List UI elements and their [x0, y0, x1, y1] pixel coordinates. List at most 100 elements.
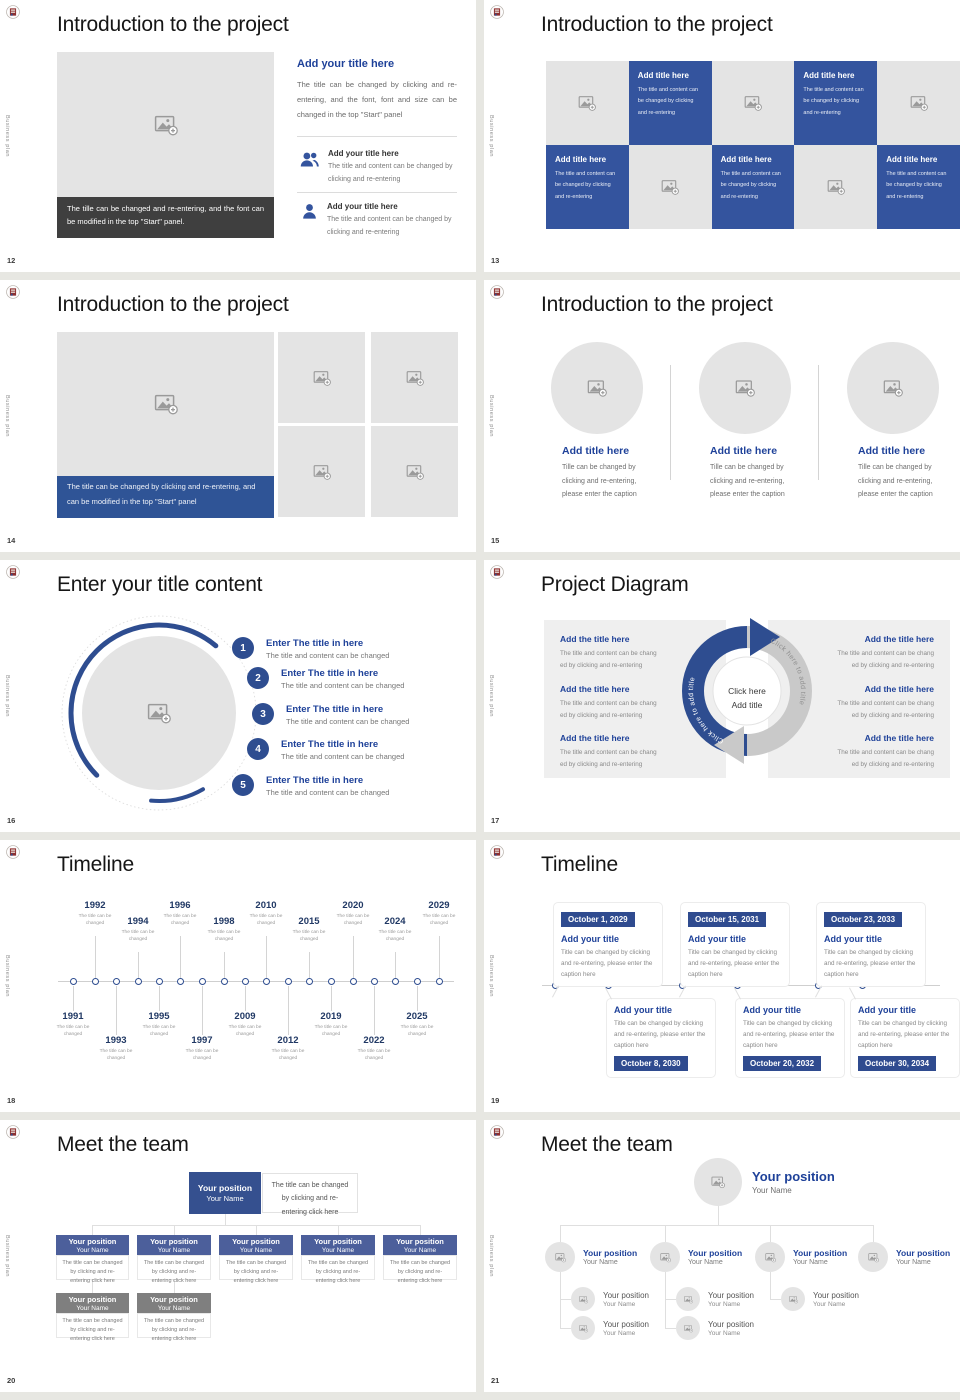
card-caption: Title can be changed by clicking and re-… — [614, 1020, 706, 1050]
org-caption: The title can be changed by clicking and… — [137, 1313, 211, 1342]
vertical-brand-label: Business plan — [4, 394, 10, 438]
image-placeholder[interactable] — [371, 426, 458, 517]
vertical-brand-label: Business plan — [488, 394, 494, 438]
timeline-node — [370, 978, 378, 985]
slide-title: Enter your title content — [57, 573, 263, 596]
image-placeholder[interactable] — [551, 342, 643, 434]
entry-caption: The title and content can be chang ed by… — [837, 699, 934, 719]
divider — [818, 365, 819, 480]
image-placeholder-icon — [587, 378, 607, 398]
card-caption: Title can be changed by clicking and re-… — [858, 1020, 950, 1050]
entry-caption: The title and content can be chang ed by… — [560, 650, 657, 670]
image-placeholder[interactable] — [628, 145, 712, 229]
photo-caption-blue: The title can be changed by clicking and… — [57, 476, 274, 518]
slide-title: Introduction to the project — [57, 293, 289, 316]
slide-12[interactable]: Business plan Introduction to the projec… — [0, 0, 476, 272]
slide-21[interactable]: Business plan Meet the team Your positio… — [484, 1120, 960, 1392]
avatar-placeholder[interactable] — [755, 1242, 785, 1272]
timeline-node — [349, 978, 357, 985]
slide-16[interactable]: Business plan Enter your title content 1… — [0, 560, 476, 832]
image-placeholder[interactable] — [278, 426, 365, 517]
cycle-center-label[interactable]: Click here Add title — [707, 684, 787, 713]
image-placeholder[interactable] — [877, 61, 960, 145]
image-placeholder[interactable] — [711, 61, 795, 145]
page-number: 20 — [7, 1376, 16, 1385]
university-logo-icon — [490, 285, 504, 299]
image-placeholder[interactable] — [57, 332, 274, 476]
image-placeholder[interactable] — [82, 636, 236, 790]
avatar-placeholder[interactable] — [676, 1287, 700, 1311]
avatar-placeholder[interactable] — [694, 1158, 742, 1206]
team-submember: Your position Your Name — [781, 1287, 859, 1311]
people-icon — [299, 149, 320, 170]
date-badge: October 23, 2033 — [824, 912, 903, 927]
entry-title: Add the title here — [864, 733, 934, 744]
image-placeholder-icon — [910, 94, 928, 112]
image-placeholder[interactable] — [278, 332, 365, 423]
vertical-brand-label: Business plan — [488, 114, 494, 158]
timeline-entry: 2015 The title can be changed — [292, 916, 326, 943]
avatar-placeholder[interactable] — [650, 1242, 680, 1272]
timeline-entry: 2010 The title can be changed — [249, 900, 283, 927]
vertical-brand-label: Business plan — [4, 114, 10, 158]
date-badge: October 15, 2031 — [688, 912, 767, 927]
image-placeholder-icon — [555, 1252, 566, 1263]
avatar-placeholder[interactable] — [571, 1316, 595, 1340]
slide-17[interactable]: Business plan Project Diagram Add the ti… — [484, 560, 960, 832]
right-body: The title can be changed by clicking and… — [297, 80, 457, 119]
slide-18[interactable]: Business plan Timeline — [0, 840, 476, 1112]
image-placeholder[interactable] — [794, 145, 878, 229]
org-box: Your position Your Name — [219, 1235, 293, 1255]
tile-caption: The title and content can be changed by … — [886, 171, 947, 200]
tile-caption: The title and content can be changed by … — [803, 87, 864, 116]
org-caption: The title can be changed by clicking and… — [56, 1313, 129, 1342]
image-placeholder[interactable] — [847, 342, 939, 434]
image-placeholder-icon — [313, 463, 331, 481]
image-placeholder-icon — [313, 369, 331, 387]
vertical-brand-label: Business plan — [488, 954, 494, 998]
image-placeholder[interactable] — [699, 342, 791, 434]
tile-caption: The title and content can be changed by … — [555, 171, 616, 200]
avatar-placeholder[interactable] — [781, 1287, 805, 1311]
slide-15[interactable]: Business plan Introduction to the projec… — [484, 280, 960, 552]
photo-caption-dark: The tille can be changed and re-entering… — [57, 197, 274, 238]
feature-item: Add your title here The title and conten… — [300, 202, 457, 239]
step-item: Enter The title in here The title and co… — [266, 638, 456, 660]
timeline-node — [284, 978, 292, 985]
org-box-gray: Your position Your Name — [56, 1293, 129, 1313]
entry-caption: The title and content can be chang ed by… — [560, 699, 657, 719]
timeline-node — [413, 978, 421, 985]
slide-14[interactable]: Business plan Introduction to the projec… — [0, 280, 476, 552]
slide-20[interactable]: Business plan Meet the team Your positio… — [0, 1120, 476, 1392]
timeline-card-below: Add your title Title can be changed by c… — [849, 987, 960, 1079]
page-number: 15 — [491, 536, 500, 545]
university-logo-icon — [6, 285, 20, 299]
avatar-placeholder[interactable] — [545, 1242, 575, 1272]
team-submember: Your position Your Name — [676, 1316, 754, 1340]
slide-13[interactable]: Business plan Introduction to the projec… — [484, 0, 960, 272]
entry-title: Add the title here — [560, 683, 630, 694]
page-number: 21 — [491, 1376, 500, 1385]
entry-caption: The title and content can be chang ed by… — [837, 749, 934, 769]
card-caption: Title can be changed by clicking and re-… — [743, 1020, 835, 1050]
team-submember: Your position Your Name — [571, 1287, 649, 1311]
timeline-node — [262, 978, 270, 985]
avatar-placeholder[interactable] — [858, 1242, 888, 1272]
avatar-placeholder[interactable] — [676, 1316, 700, 1340]
org-position: Your position — [197, 1183, 253, 1193]
cycle-center-line1: Click here — [728, 686, 766, 696]
slide-19[interactable]: Business plan Timeline October 1, 2029 A… — [484, 840, 960, 1112]
org-caption: The title can be changed by clicking and… — [56, 1255, 129, 1284]
divider — [297, 192, 457, 193]
feature-title: Add your title here — [328, 149, 399, 158]
university-logo-icon — [490, 845, 504, 859]
page-number: 19 — [491, 1096, 500, 1105]
avatar-placeholder[interactable] — [571, 1287, 595, 1311]
image-placeholder[interactable] — [371, 332, 458, 423]
image-placeholder[interactable] — [57, 52, 274, 197]
university-logo-icon — [6, 5, 20, 19]
slide-title: Meet the team — [57, 1133, 189, 1156]
image-placeholder[interactable] — [546, 61, 629, 145]
timeline-node — [134, 978, 142, 985]
step-item: Enter The title in here The title and co… — [266, 775, 456, 797]
